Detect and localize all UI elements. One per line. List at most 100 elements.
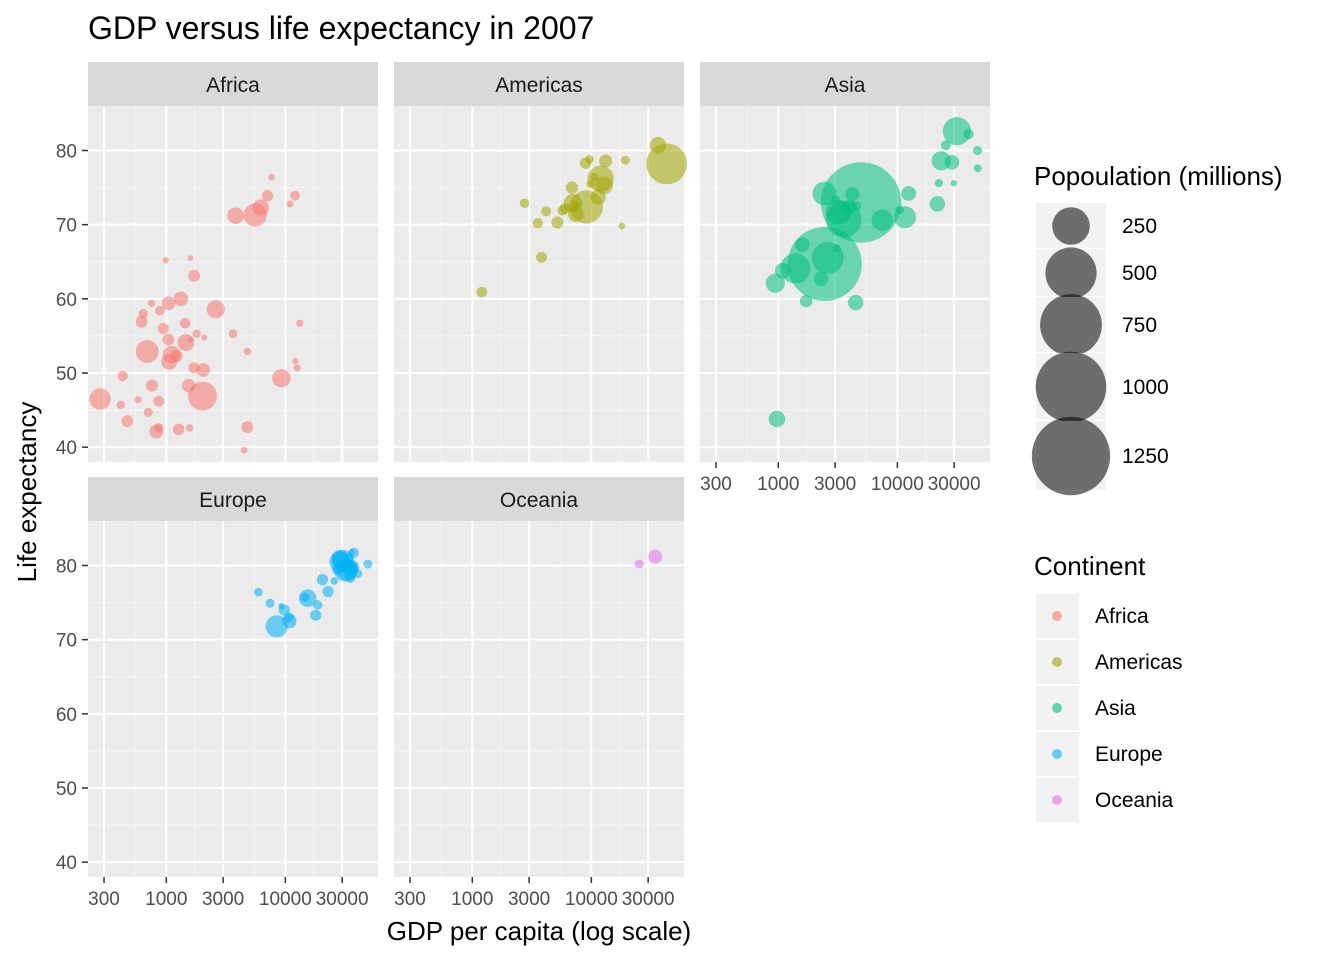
data-point <box>585 154 594 164</box>
data-point <box>571 201 580 210</box>
x-tick-label: 30000 <box>622 889 675 910</box>
data-point <box>89 388 111 410</box>
data-point <box>813 271 829 287</box>
data-point <box>290 190 300 201</box>
strip-background <box>88 62 378 106</box>
data-point <box>316 573 329 586</box>
color-legend-label: Europe <box>1095 743 1163 766</box>
data-point <box>240 446 248 454</box>
size-legend: Popoulation (millions) 250 500 750 1000 1250 <box>1031 161 1283 496</box>
data-point <box>143 407 153 417</box>
strip-label: Oceania <box>500 489 579 512</box>
data-point <box>330 577 339 585</box>
data-point <box>532 218 543 229</box>
x-tick-label: 300 <box>700 474 732 495</box>
data-point <box>345 573 356 583</box>
x-tick-label: 3000 <box>508 889 550 910</box>
strip-label: Europe <box>199 489 267 512</box>
data-point <box>117 370 128 382</box>
data-point <box>300 592 310 602</box>
data-point <box>135 340 159 363</box>
data-point <box>568 206 584 223</box>
panel-americas: Americas <box>394 62 688 462</box>
x-tick-label: 1000 <box>757 474 799 495</box>
y-axis-title: Life expectancy <box>12 402 42 583</box>
data-point <box>135 315 148 328</box>
data-point <box>228 329 238 339</box>
data-point <box>145 379 159 392</box>
data-point <box>206 300 225 319</box>
x-tick-label: 1000 <box>451 889 493 910</box>
strip-background <box>394 62 684 106</box>
data-point <box>646 143 688 185</box>
data-point <box>162 333 175 346</box>
data-point <box>116 400 125 410</box>
data-point <box>312 600 323 610</box>
size-legend-title: Popoulation (millions) <box>1034 161 1283 191</box>
data-point <box>590 189 606 205</box>
data-point <box>973 164 982 173</box>
data-point <box>634 559 644 569</box>
size-legend-label: 1000 <box>1122 376 1169 399</box>
data-point <box>188 381 217 411</box>
strip-background <box>700 62 990 106</box>
data-point <box>121 415 134 428</box>
panel-background <box>88 106 378 462</box>
x-tick-label: 10000 <box>565 889 618 910</box>
strip-background <box>88 477 378 521</box>
data-point <box>322 585 334 598</box>
x-tick-label: 10000 <box>259 889 312 910</box>
size-legend-circle <box>1040 294 1102 356</box>
color-legend-label: Africa <box>1095 605 1149 628</box>
data-point <box>774 262 791 279</box>
data-point <box>972 145 983 156</box>
color-legend-dot <box>1052 703 1062 713</box>
y-tick-label: 40 <box>56 438 77 459</box>
data-point <box>845 187 860 202</box>
strip-background <box>394 477 684 521</box>
data-point <box>278 603 285 610</box>
panel-background <box>394 106 684 462</box>
data-point <box>519 198 530 208</box>
data-point <box>173 291 189 307</box>
data-point <box>179 318 191 329</box>
data-point <box>172 423 185 436</box>
data-point <box>227 207 244 225</box>
color-legend-dot <box>1052 749 1062 759</box>
data-point <box>261 190 274 202</box>
panel-oceania: Oceania 300 1000 3000 10000 30000 <box>394 477 684 910</box>
panel-background <box>394 521 684 877</box>
data-point <box>831 195 840 204</box>
size-legend-label: 250 <box>1122 215 1157 238</box>
color-legend: Continent Africa Americas Asia Europe Oceani… <box>1034 551 1183 822</box>
data-point <box>348 549 355 556</box>
data-point <box>286 200 294 208</box>
data-point <box>182 378 196 393</box>
data-point <box>241 421 254 434</box>
data-point <box>557 205 568 216</box>
data-point <box>944 155 960 170</box>
data-point <box>950 179 957 187</box>
x-tick-label: 30000 <box>316 889 369 910</box>
data-point <box>134 396 142 404</box>
data-point <box>162 257 169 264</box>
color-legend-dot <box>1052 795 1062 805</box>
data-point <box>170 349 183 363</box>
data-point <box>648 549 663 564</box>
color-legend-title: Continent <box>1034 551 1146 581</box>
data-point <box>476 286 488 298</box>
y-tick-label: 70 <box>56 631 77 652</box>
y-tick-label: 50 <box>56 364 77 385</box>
data-point <box>812 181 837 206</box>
data-point <box>551 216 564 229</box>
data-point <box>201 334 208 341</box>
data-point <box>541 206 552 217</box>
data-point <box>768 410 786 428</box>
data-point <box>188 269 201 282</box>
data-point <box>252 199 270 216</box>
data-point <box>161 296 176 311</box>
data-point <box>618 222 626 230</box>
data-point <box>565 181 579 194</box>
panel-background <box>88 521 378 877</box>
size-legend-label: 500 <box>1122 262 1157 285</box>
